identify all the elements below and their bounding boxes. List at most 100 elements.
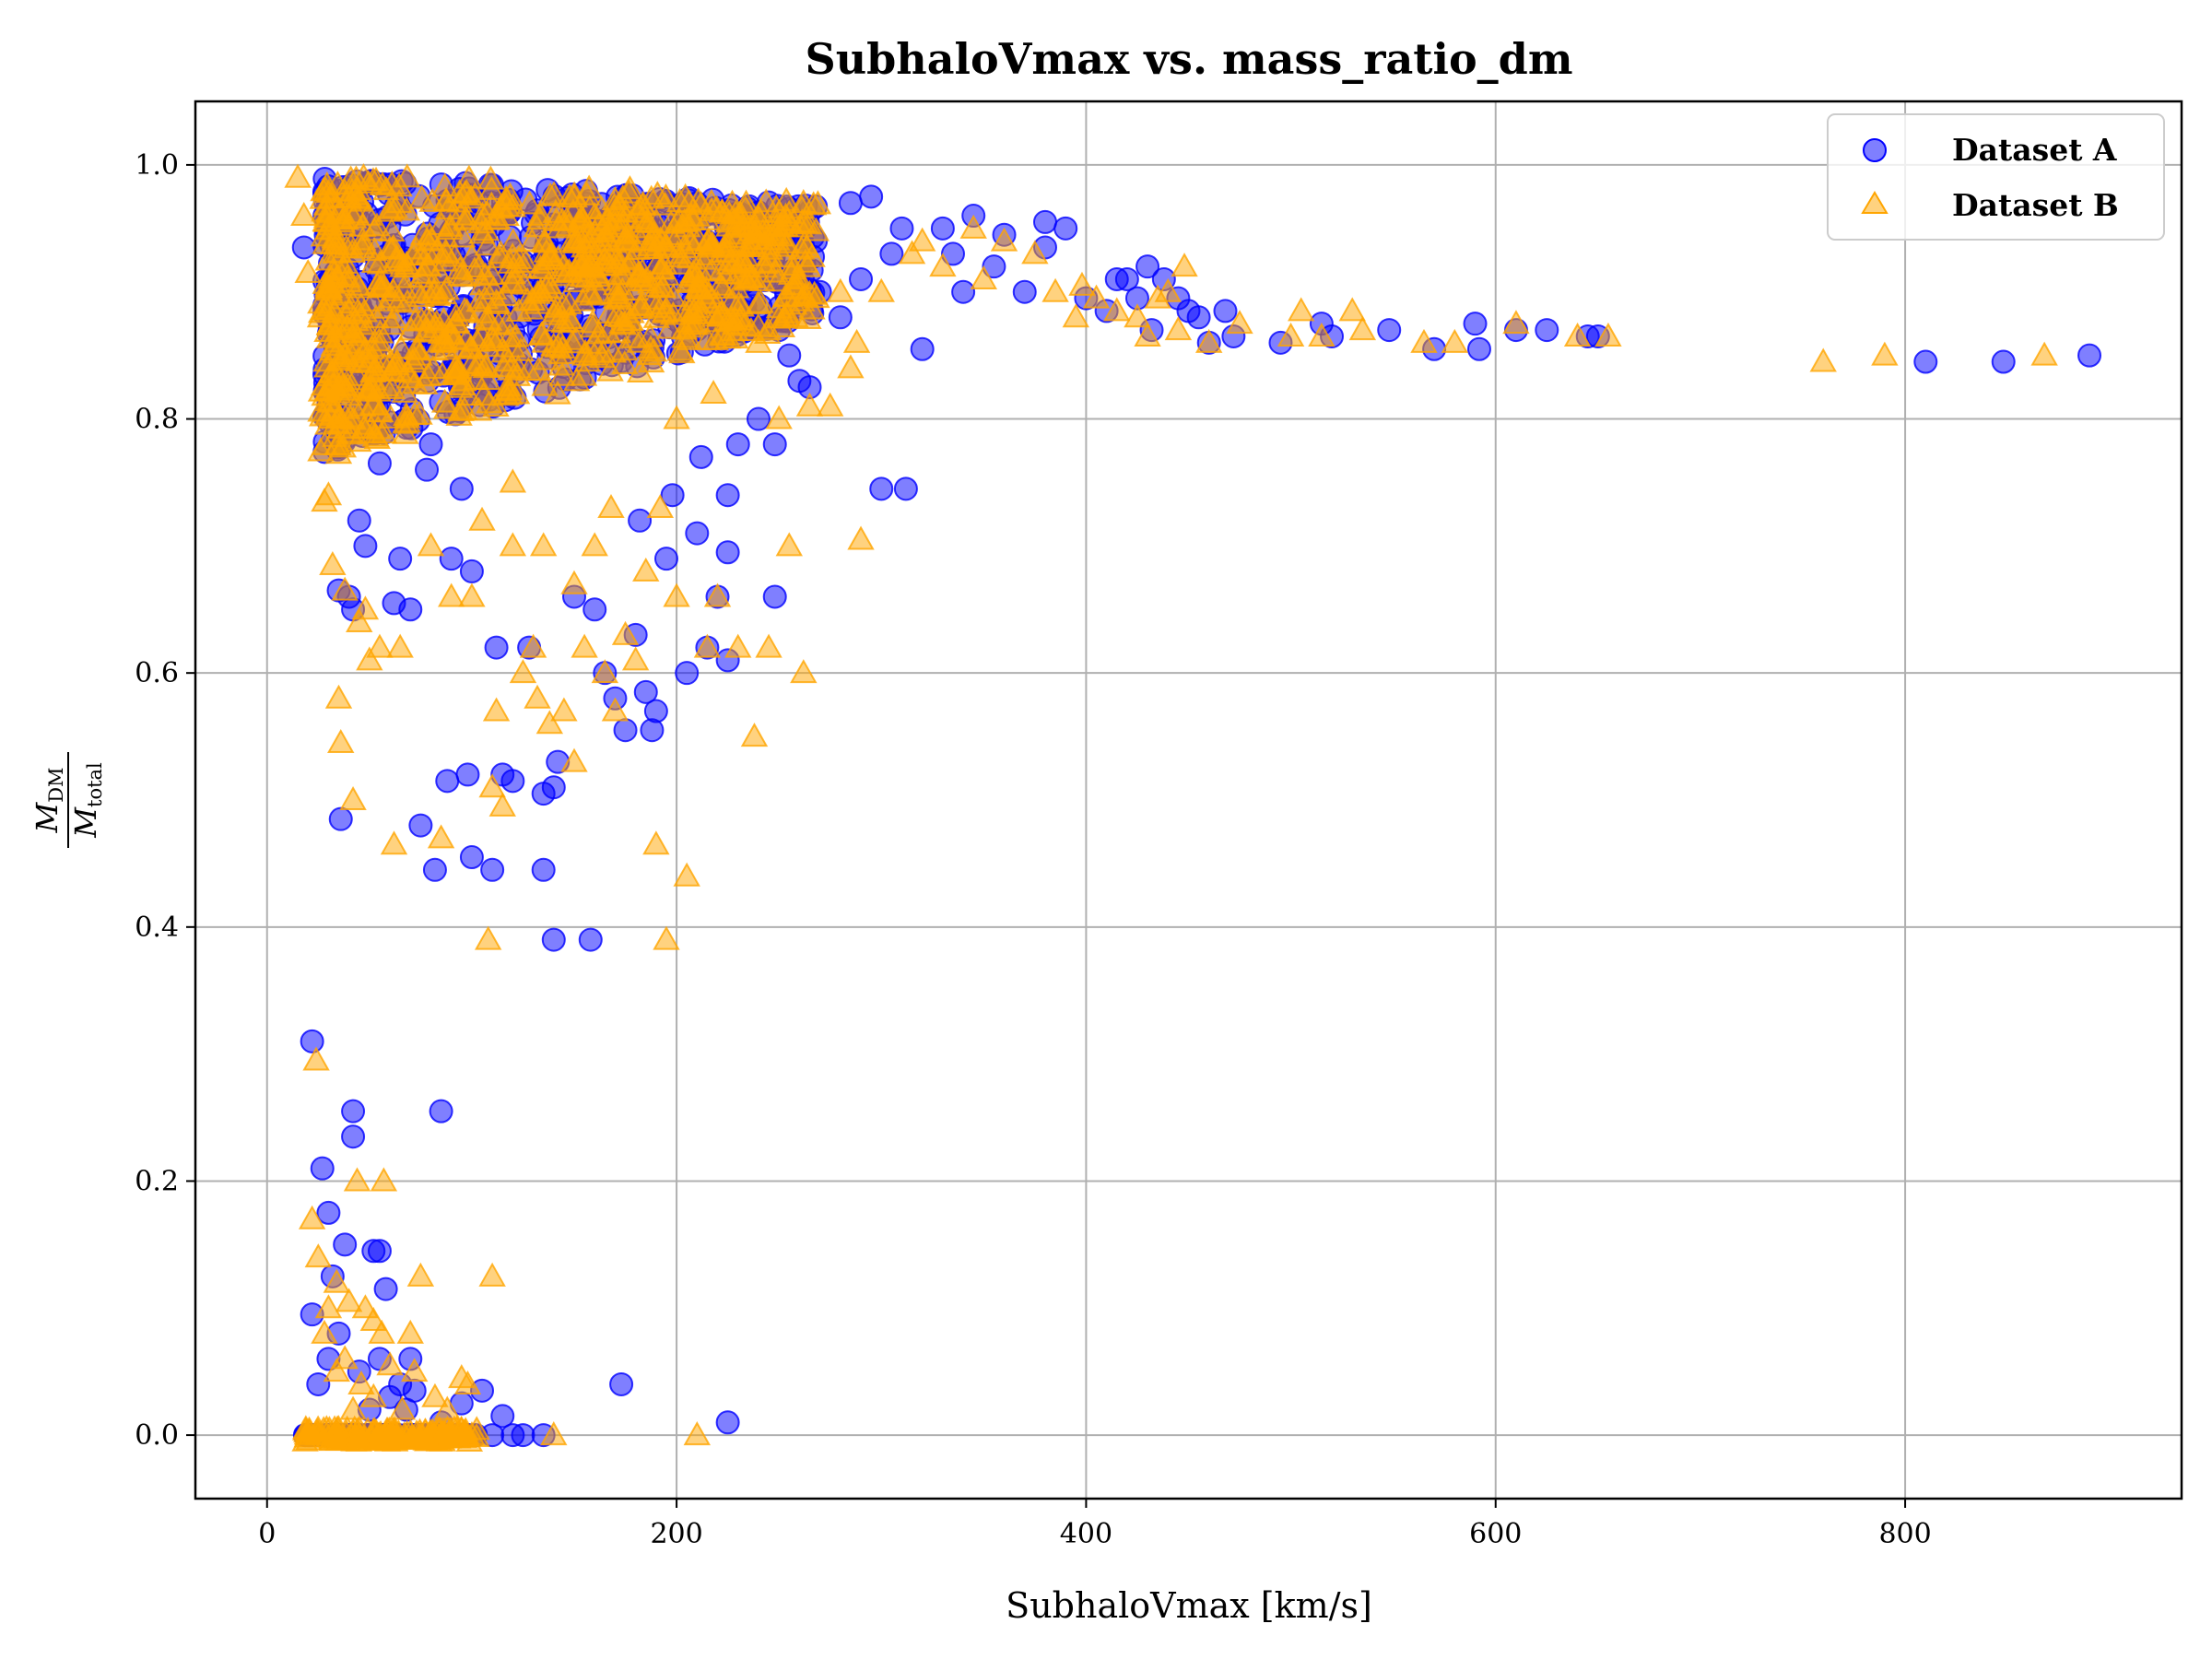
data-point-b — [685, 276, 712, 300]
data-point-b — [472, 354, 500, 379]
data-point-a — [341, 1099, 366, 1124]
data-point-b — [1502, 310, 1530, 335]
data-point-a — [435, 769, 460, 794]
data-point-a — [388, 547, 413, 571]
data-point-b — [788, 208, 816, 233]
data-point-b — [898, 240, 926, 265]
data-point-b — [970, 265, 998, 289]
data-point-b — [632, 557, 660, 582]
data-point-b — [665, 188, 694, 213]
data-point-b — [601, 697, 629, 722]
data-point-b — [478, 773, 506, 798]
data-point-b — [610, 261, 638, 286]
data-point-b — [351, 1294, 380, 1319]
data-point-b — [535, 710, 564, 735]
data-point-a — [341, 1124, 366, 1149]
data-point-b — [532, 229, 559, 253]
data-point-b — [1062, 303, 1090, 328]
data-point-b — [734, 232, 762, 257]
data-point-b — [348, 212, 377, 237]
data-point-b — [512, 248, 540, 273]
legend-label-dataset-b: Dataset B — [1952, 187, 2119, 223]
data-point-a — [373, 1277, 398, 1301]
data-point-b — [404, 335, 432, 360]
data-point-b — [346, 300, 373, 324]
data-point-b — [740, 723, 769, 747]
data-point-b — [370, 419, 398, 444]
data-point-a — [1032, 209, 1057, 234]
data-point-b — [544, 380, 571, 405]
data-point-b — [666, 250, 695, 275]
data-point-b — [708, 321, 736, 346]
data-point-b — [467, 209, 495, 234]
data-point-b — [343, 1167, 371, 1192]
chart-title: SubhaloVmax vs. mass_ratio_dm — [805, 34, 1572, 84]
data-point-b — [321, 299, 348, 324]
data-point-b — [335, 1288, 363, 1312]
x-tick-label: 0 — [258, 1518, 276, 1550]
data-point-b — [1871, 341, 1899, 366]
data-point-b — [499, 532, 527, 557]
data-point-b — [314, 481, 343, 506]
data-point-b — [2030, 341, 2058, 366]
data-point-b — [560, 570, 588, 594]
data-point-a — [609, 1371, 634, 1396]
data-point-b — [1041, 277, 1069, 302]
data-point-b — [591, 659, 619, 684]
data-point-a — [582, 597, 607, 622]
data-point-b — [368, 1319, 395, 1344]
data-point-b — [314, 410, 342, 435]
data-point-b — [588, 344, 617, 369]
data-point-a — [762, 584, 787, 609]
data-point-b — [393, 196, 420, 221]
data-point-b — [298, 1205, 326, 1230]
data-point-b — [388, 1395, 417, 1420]
data-point-b — [718, 189, 747, 214]
data-point-b — [324, 440, 353, 465]
data-point-b — [683, 1421, 712, 1446]
data-point-b — [311, 1319, 338, 1344]
data-point-b — [371, 372, 400, 397]
data-point-b — [560, 747, 588, 772]
data-point-b — [346, 1421, 373, 1446]
data-point-b — [450, 263, 477, 288]
legend-box — [1827, 113, 2165, 241]
data-point-b — [524, 357, 552, 382]
data-point-b — [1348, 316, 1377, 341]
data-point-b — [339, 785, 367, 810]
data-point-b — [642, 830, 670, 855]
data-point-a — [1535, 318, 1559, 343]
data-point-b — [612, 198, 640, 223]
data-point-a — [879, 241, 904, 266]
data-point-b — [417, 532, 445, 557]
data-point-a — [762, 432, 787, 457]
data-point-a — [429, 1099, 453, 1124]
data-point-a — [459, 559, 484, 583]
data-point-b — [1410, 328, 1438, 353]
data-point-a — [1377, 318, 1402, 343]
data-point-a — [531, 857, 556, 882]
data-point-b — [649, 274, 677, 299]
data-point-b — [531, 371, 559, 396]
data-point-a — [300, 1029, 324, 1053]
data-point-a — [828, 305, 853, 330]
data-point-a — [490, 1404, 515, 1429]
data-point-b — [324, 1421, 353, 1446]
data-point-b — [795, 392, 824, 417]
data-point-b — [659, 300, 688, 325]
data-point-b — [456, 335, 484, 359]
data-point-b — [367, 273, 395, 298]
data-point-b — [750, 250, 779, 275]
data-point-a — [310, 1156, 335, 1181]
data-point-b — [673, 862, 700, 887]
data-point-a — [511, 1423, 535, 1448]
data-point-b — [765, 405, 793, 429]
data-point-b — [324, 379, 352, 404]
data-point-b — [693, 230, 721, 255]
data-point-b — [406, 1262, 435, 1287]
data-point-b — [349, 163, 378, 188]
data-point-b — [1134, 322, 1161, 347]
data-point-b — [762, 207, 791, 232]
data-point-b — [544, 245, 572, 270]
data-point-b — [477, 191, 506, 216]
